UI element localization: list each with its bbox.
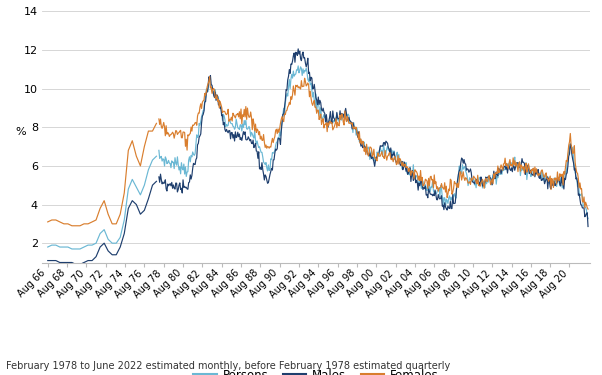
Text: February 1978 to June 2022 estimated monthly, before February 1978 estimated qua: February 1978 to June 2022 estimated mon… bbox=[6, 361, 450, 371]
Legend: Persons, Males, Females: Persons, Males, Females bbox=[188, 364, 444, 375]
Y-axis label: %: % bbox=[16, 127, 26, 137]
